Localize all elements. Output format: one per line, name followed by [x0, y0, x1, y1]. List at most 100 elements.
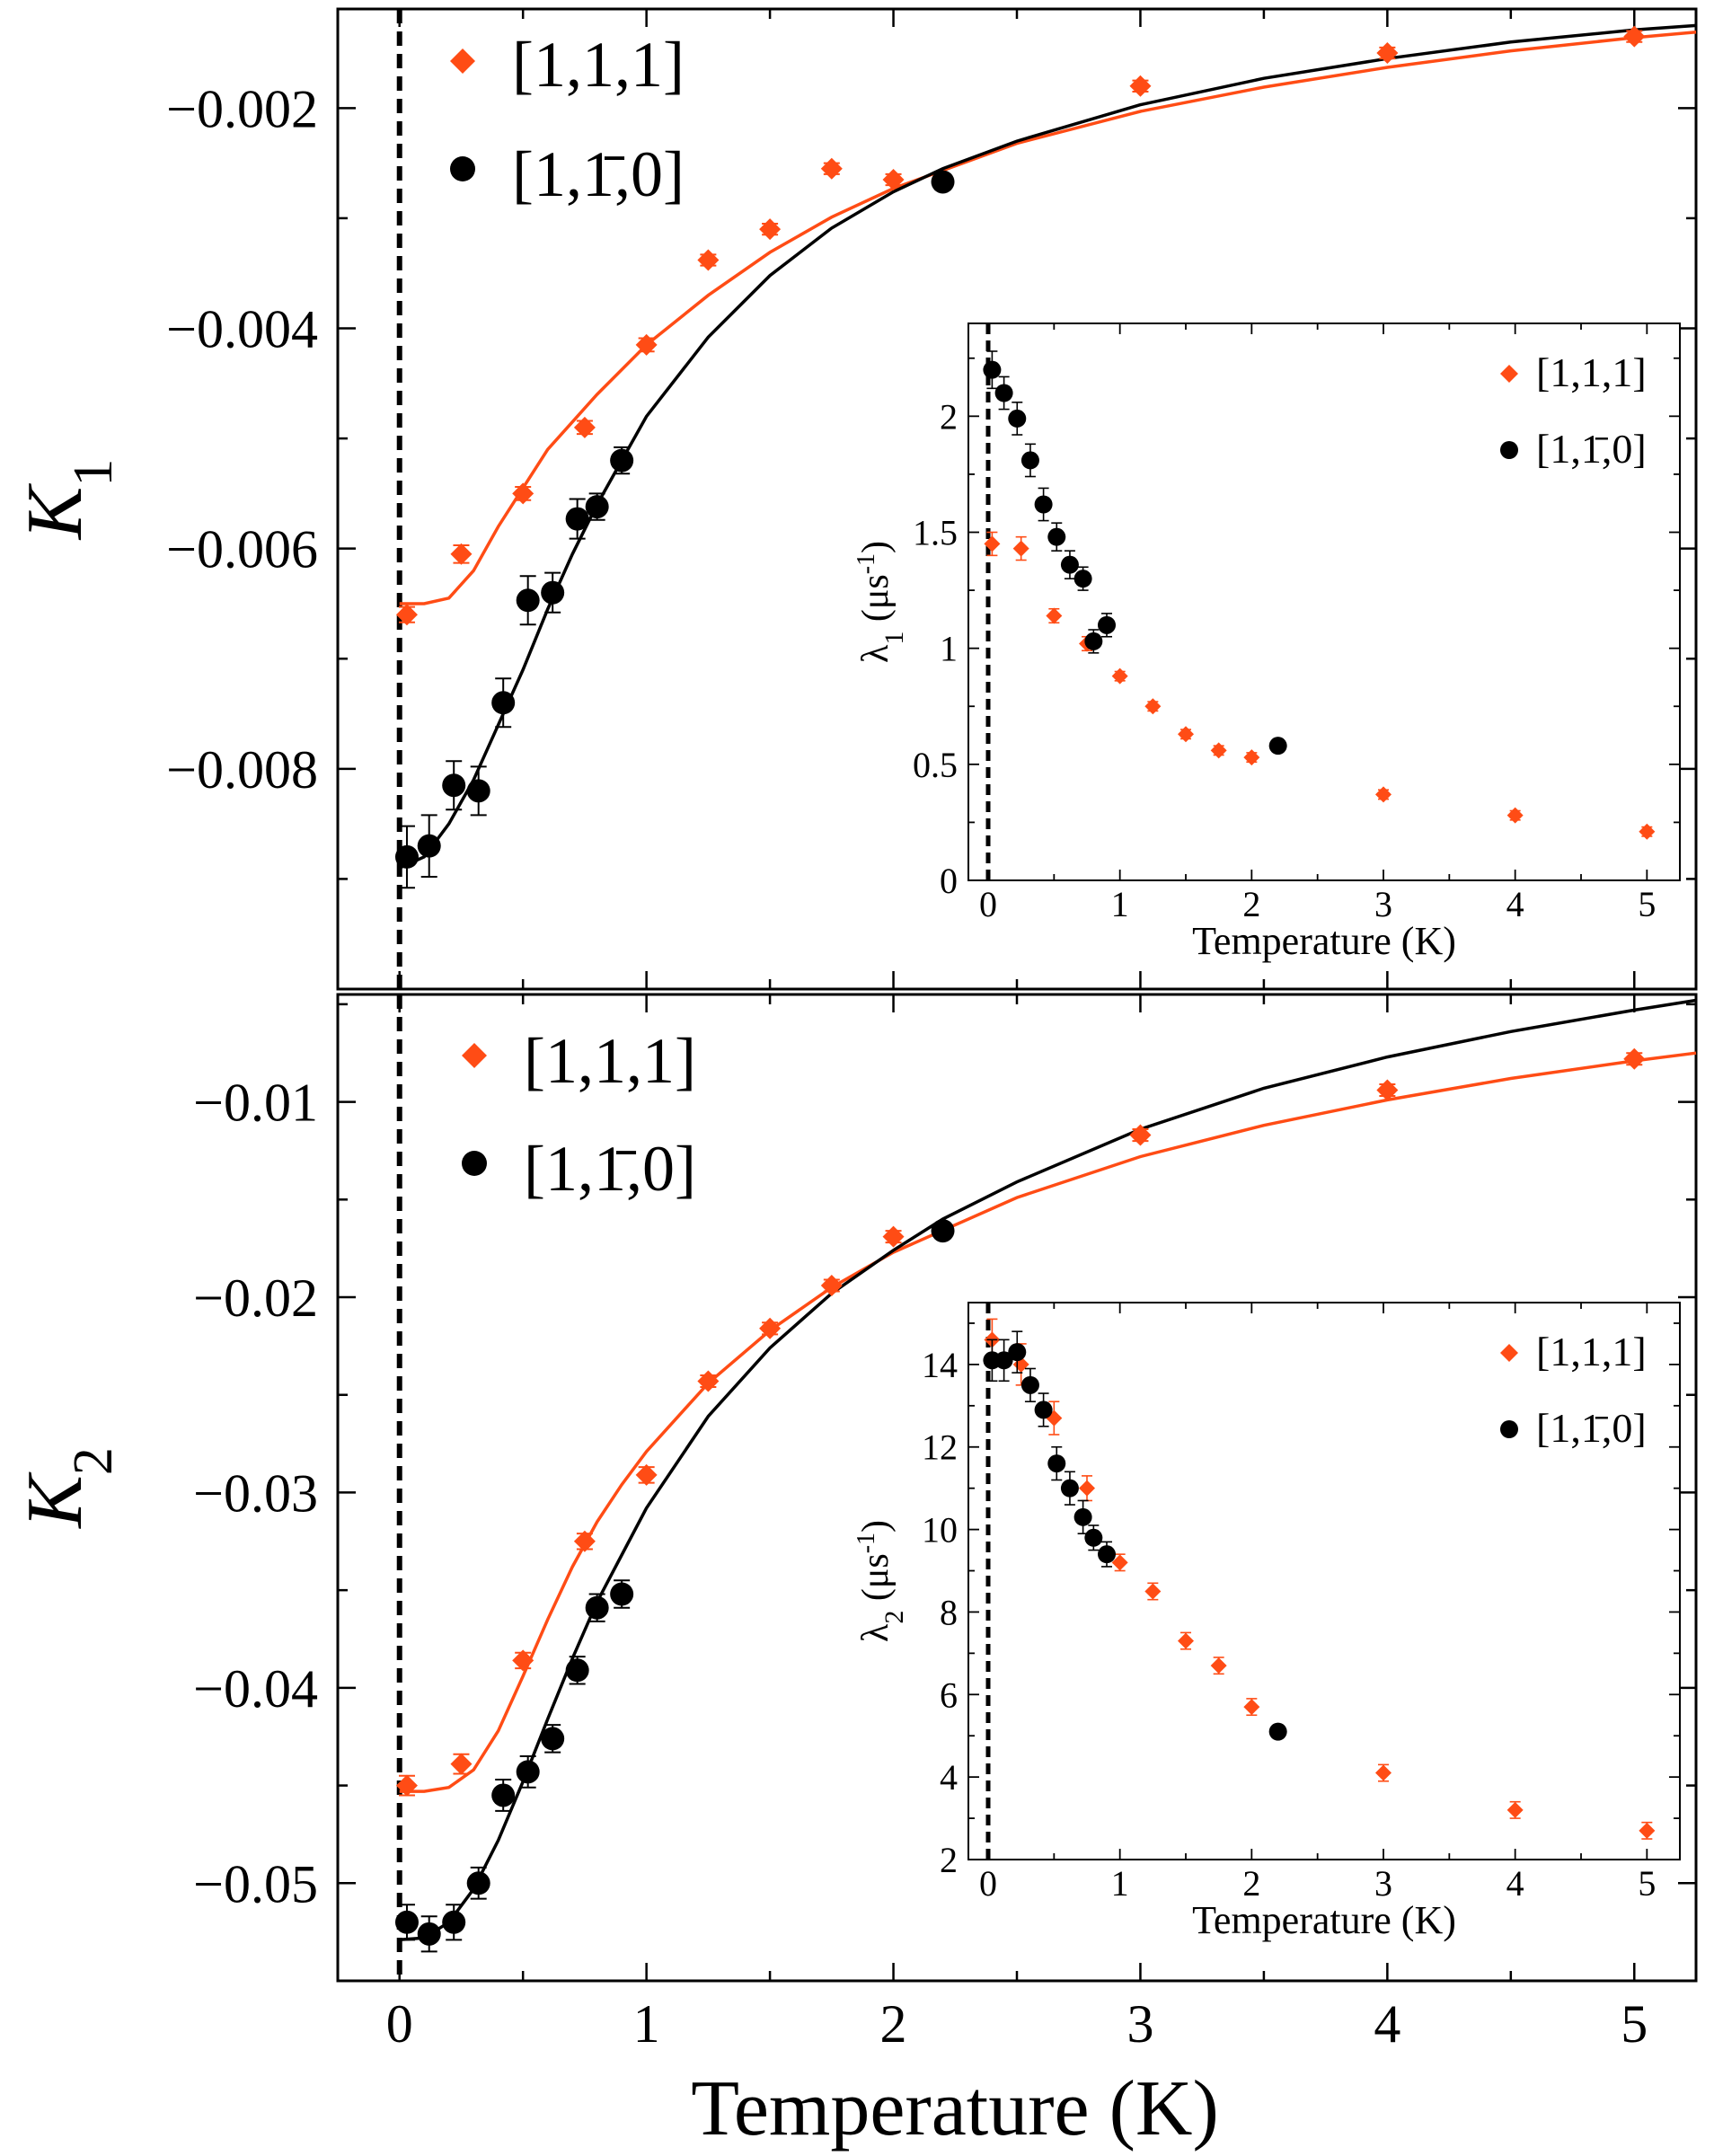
x-tick-label: 3	[1126, 1994, 1153, 2054]
inset-data-point	[994, 1351, 1013, 1370]
inset-y-tick-label: 14	[922, 1345, 958, 1385]
data-point	[516, 588, 540, 613]
legend-marker	[450, 156, 475, 181]
data-point	[442, 773, 466, 798]
inset-data-point	[1639, 1822, 1656, 1839]
inset-x-tick-label: 0	[979, 884, 997, 924]
inset-data-point	[1111, 1554, 1128, 1571]
inset-y-tick-label: 0	[940, 861, 958, 901]
data-point	[395, 1774, 418, 1797]
x-tick-label: 5	[1621, 1994, 1648, 2054]
y-tick-label: −0.05	[193, 1854, 318, 1913]
inset-data-point	[1639, 823, 1656, 840]
inset-data-point	[1073, 570, 1092, 588]
inset-data-point	[1506, 807, 1524, 824]
inset-x-tick-label: 3	[1374, 1863, 1392, 1904]
data-point	[610, 448, 634, 473]
x-tick-label: 0	[386, 1994, 413, 2054]
inset-data-point	[1079, 1480, 1095, 1497]
data-point	[450, 1753, 473, 1775]
inset-x-tick-label: 2	[1242, 884, 1260, 924]
legend-label: [1,1,1]	[512, 29, 685, 101]
inset-data-point	[994, 384, 1013, 402]
data-point	[541, 580, 565, 605]
inset-data-point	[1111, 667, 1128, 685]
data-point	[1623, 25, 1646, 48]
data-point	[466, 779, 490, 803]
data-point	[882, 1225, 905, 1248]
data-point	[442, 1910, 466, 1934]
inset-data-point	[1073, 1507, 1092, 1526]
data-point	[585, 1595, 609, 1620]
inset-data-point	[983, 360, 1002, 379]
inset-data-point	[1008, 1343, 1027, 1362]
data-point	[697, 249, 720, 271]
x-tick-label: 4	[1374, 1994, 1400, 2054]
legend-label: [1,1̄,0]	[512, 138, 685, 210]
data-point	[394, 1910, 419, 1934]
inset-data-point	[984, 535, 1001, 552]
x-axis-title: Temperature (K)	[691, 2065, 1219, 2152]
x-tick-label: 1	[633, 1994, 660, 2054]
data-point	[635, 1463, 658, 1486]
inset-data-point	[1243, 1699, 1260, 1716]
panel-k2: 0 1 2 3 4 5−0.01−0.02−0.03−0.04−0.05K2[1,1,1]…	[12, 993, 1698, 2054]
inset-data-point	[1084, 632, 1103, 650]
data-point	[697, 1370, 720, 1392]
inset-data-point	[1047, 527, 1066, 546]
data-point	[573, 416, 596, 438]
inset-data-point	[1034, 1401, 1053, 1419]
inset-y-axis-title: λ1 (μs-1)	[853, 541, 909, 663]
inset-data-point	[1012, 540, 1029, 557]
inset-data-point	[1008, 409, 1027, 428]
legend-label: [1,1,1]	[524, 1025, 696, 1097]
inset-frame	[967, 323, 1681, 881]
y-tick-label: −0.03	[193, 1463, 318, 1523]
data-point	[491, 691, 516, 715]
data-point	[1376, 42, 1399, 65]
inset-x-tick-label: 4	[1506, 1863, 1524, 1904]
inset-data-point	[1098, 1545, 1116, 1564]
inset-data-point	[1210, 742, 1227, 759]
inset-y-tick-label: 10	[922, 1510, 958, 1551]
data-point	[512, 1649, 535, 1672]
inset-data-point	[1506, 1801, 1524, 1818]
inset-data-point	[1060, 1479, 1079, 1498]
y-tick-label: −0.004	[166, 299, 318, 358]
x-tick-label: 2	[880, 1994, 907, 2054]
inset-y-axis-title: λ2 (μs-1)	[853, 1520, 909, 1642]
inset-data-point	[1144, 698, 1162, 715]
fit-curve	[399, 998, 1697, 1942]
data-point	[512, 482, 535, 505]
legend-marker	[462, 1151, 487, 1176]
data-point	[882, 169, 905, 191]
inset-legend-marker	[1500, 1420, 1518, 1438]
inset-x-tick-label: 5	[1638, 1863, 1656, 1904]
inset-data-point	[1243, 749, 1260, 766]
inset-y-tick-label: 0.5	[913, 745, 958, 785]
inset-data-point	[1047, 1454, 1066, 1473]
data-point	[565, 1658, 589, 1683]
inset-data-point	[1268, 737, 1287, 755]
inset-x-tick-label: 3	[1374, 884, 1392, 924]
data-point	[1623, 1047, 1646, 1070]
inset-y-tick-label: 8	[940, 1592, 958, 1632]
data-point	[931, 170, 955, 194]
data-point	[759, 1317, 782, 1339]
inset-legend-label: [1,1,1]	[1536, 349, 1647, 395]
data-point	[635, 333, 658, 356]
inset-y-tick-label: 4	[940, 1757, 958, 1798]
inset-data-point	[1268, 1722, 1287, 1741]
y-tick-label: −0.04	[193, 1659, 318, 1719]
inset-x-tick-label: 1	[1111, 1863, 1129, 1904]
fit-curve	[399, 1051, 1697, 1793]
inset-legend-label: [1,1̄,0]	[1536, 1405, 1647, 1451]
legend-marker	[462, 1043, 487, 1068]
inset-legend-marker	[1500, 365, 1518, 383]
inset-legend-label: [1,1̄,0]	[1536, 426, 1647, 472]
inset-data-point	[1046, 607, 1063, 624]
inset-data-point	[1020, 1375, 1039, 1394]
inset-y-tick-label: 2	[940, 1840, 958, 1880]
inset-x-axis-title: Temperature (K)	[1192, 1898, 1456, 1942]
